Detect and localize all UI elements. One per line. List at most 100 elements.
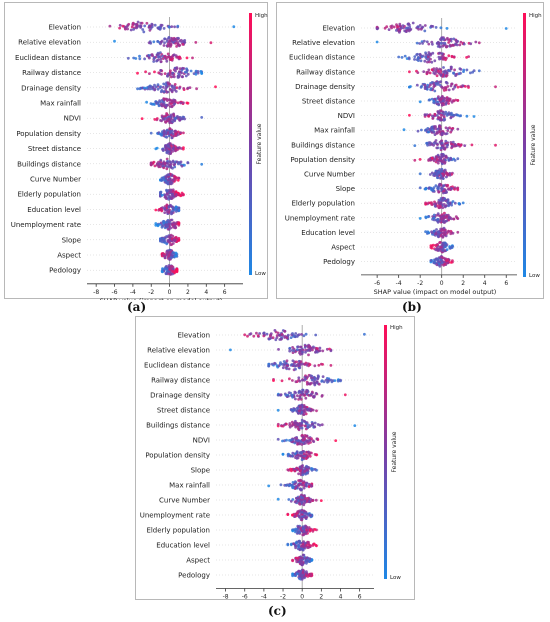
- shap-point: [162, 221, 166, 225]
- shap-point: [451, 43, 455, 47]
- shap-point: [288, 483, 291, 487]
- shap-point: [450, 54, 454, 58]
- shap-point: [431, 117, 435, 120]
- shap-summary-plot-b: Elevation Relative elevation Euclidean dis…: [285, 13, 542, 296]
- shap-point: [428, 141, 432, 145]
- shap-point: [169, 113, 173, 117]
- feature-label: Pedology: [49, 267, 81, 275]
- shap-point: [281, 439, 284, 443]
- shap-point: [166, 143, 170, 147]
- shap-point: [436, 42, 439, 45]
- feature-label: Elderly population: [291, 200, 355, 208]
- shap-point: [282, 360, 286, 363]
- shap-point: [298, 395, 302, 399]
- colorbar-high-label: High: [390, 325, 403, 331]
- shap-point: [449, 157, 452, 161]
- shap-point: [426, 215, 430, 219]
- shap-point: [288, 349, 292, 353]
- shap-point: [330, 380, 334, 384]
- shap-point: [177, 133, 180, 136]
- feature-swarm: [286, 508, 314, 522]
- shap-point: [430, 126, 433, 130]
- shap-point: [301, 464, 304, 467]
- shap-point: [439, 38, 442, 41]
- shap-point: [168, 71, 172, 74]
- shap-point: [179, 101, 183, 105]
- shap-point: [163, 195, 167, 199]
- shap-point: [438, 264, 442, 268]
- shap-point: [440, 97, 443, 100]
- shap-point: [304, 412, 308, 416]
- shap-point: [438, 67, 441, 71]
- shap-point: [177, 239, 181, 242]
- shap-point: [299, 451, 302, 454]
- shap-point: [280, 379, 284, 383]
- shap-point: [413, 144, 417, 148]
- shap-point: [172, 163, 176, 167]
- shap-point: [446, 213, 450, 217]
- shap-point: [449, 116, 453, 120]
- shap-point: [170, 194, 174, 198]
- shap-point: [430, 40, 434, 44]
- shap-point: [450, 142, 453, 146]
- x-axis-label: SHAP value (impact on model output): [100, 297, 223, 300]
- shap-point: [165, 149, 169, 153]
- shap-point: [418, 42, 422, 45]
- shap-point: [434, 184, 438, 188]
- colorbar: [249, 13, 252, 275]
- shap-point: [169, 190, 173, 194]
- shap-point: [164, 175, 168, 179]
- shap-point: [416, 71, 420, 74]
- shap-point: [317, 382, 321, 386]
- shap-point: [303, 346, 307, 349]
- shap-point: [452, 55, 456, 59]
- shap-point: [291, 332, 294, 335]
- shap-point: [440, 141, 444, 145]
- shap-point: [177, 222, 181, 226]
- x-tick-label: -4: [261, 594, 267, 601]
- shap-point: [445, 248, 449, 252]
- feature-label: Euclidean distance: [289, 54, 355, 62]
- shap-point: [446, 112, 449, 116]
- shap-point: [159, 191, 162, 195]
- shap-point: [445, 27, 449, 30]
- shap-point: [437, 249, 441, 252]
- shap-point: [427, 187, 431, 190]
- shap-point: [139, 25, 143, 28]
- shap-point: [153, 164, 157, 168]
- shap-point: [413, 158, 417, 162]
- shap-point: [183, 70, 187, 74]
- shap-point: [436, 161, 440, 165]
- x-tick-label: 6: [223, 289, 227, 296]
- shap-point: [436, 143, 439, 147]
- shap-point: [172, 75, 176, 79]
- shap-point: [436, 212, 440, 216]
- shap-point: [298, 348, 302, 352]
- shap-point: [311, 499, 315, 502]
- shap-point: [451, 259, 454, 263]
- shap-point: [429, 259, 433, 262]
- shap-point: [255, 331, 258, 335]
- shap-point: [438, 127, 442, 131]
- shap-point: [314, 391, 318, 395]
- shap-point: [315, 437, 319, 441]
- shap-point: [159, 23, 163, 27]
- shap-point: [298, 405, 302, 409]
- shap-point: [169, 102, 173, 106]
- shap-point: [124, 25, 127, 29]
- shap-point: [175, 160, 179, 164]
- shap-point: [432, 125, 436, 128]
- shap-point: [504, 27, 508, 30]
- shap-point: [160, 133, 164, 137]
- colorbar: [523, 13, 526, 277]
- shap-point: [472, 115, 476, 118]
- shap-point: [285, 359, 289, 363]
- shap-point: [162, 90, 166, 93]
- shap-point: [311, 529, 315, 533]
- shap-point: [438, 130, 442, 134]
- shap-point: [418, 53, 422, 57]
- shap-point: [447, 216, 451, 220]
- shap-point: [430, 201, 433, 205]
- shap-point: [162, 44, 166, 47]
- shap-point: [305, 499, 309, 503]
